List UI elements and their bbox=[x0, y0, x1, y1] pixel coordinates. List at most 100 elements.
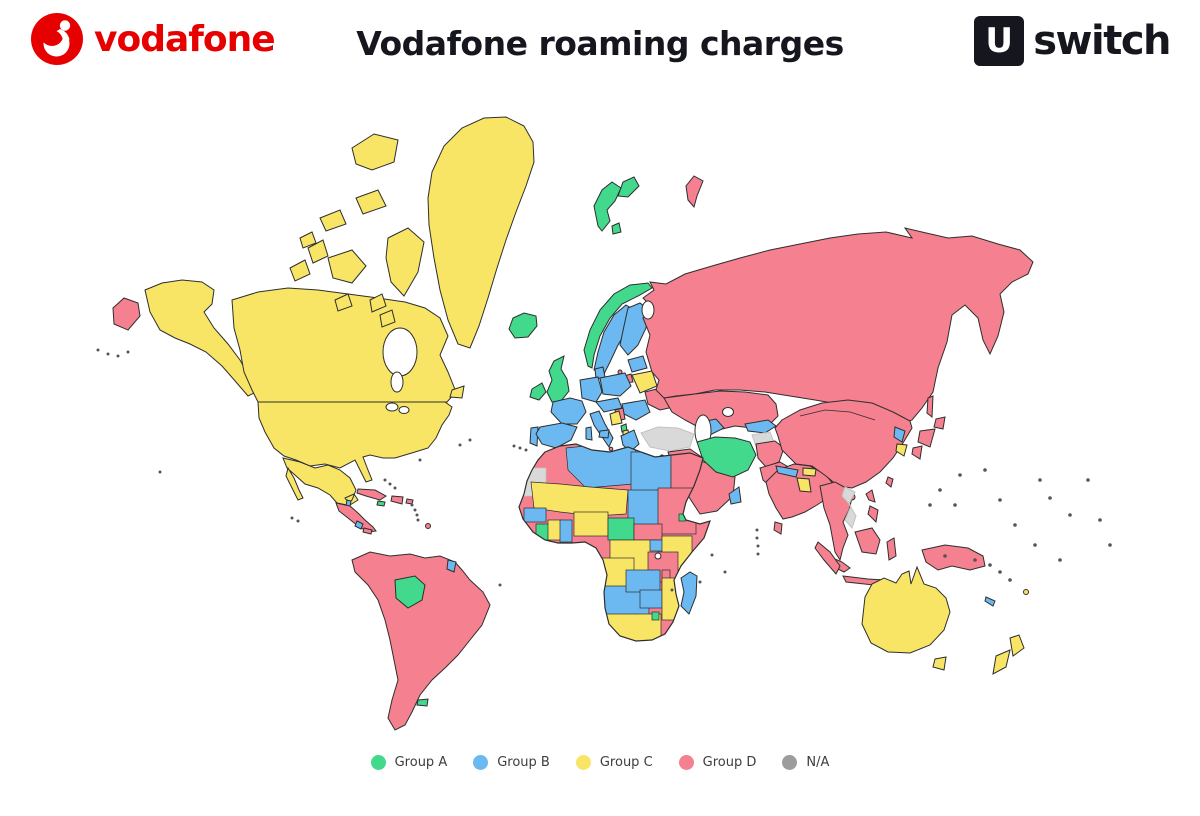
map-region-central-america bbox=[335, 502, 377, 533]
map-region-sardinia bbox=[585, 426, 593, 441]
map-region-sulawesi bbox=[886, 537, 897, 561]
map-region-nepal bbox=[775, 465, 799, 478]
map-region-ellesmere bbox=[351, 133, 399, 171]
map-region-panama bbox=[362, 527, 373, 535]
mongolia-border bbox=[799, 409, 876, 421]
legend-item-group-d: Group D bbox=[678, 755, 756, 770]
map-region-germany bbox=[579, 376, 603, 403]
legend-dot-group-a-icon bbox=[370, 755, 386, 770]
map-region-italy bbox=[589, 410, 614, 449]
legend-item-na: N/A bbox=[782, 755, 829, 770]
map-region-north-korea bbox=[893, 426, 906, 443]
map-region-japan bbox=[911, 416, 946, 460]
map-region-spain bbox=[535, 422, 578, 449]
map-region-car bbox=[633, 523, 663, 541]
map-region-bhutan bbox=[802, 467, 817, 477]
map-region-greenland bbox=[427, 116, 535, 349]
map-region-chukotka bbox=[112, 297, 141, 331]
legend-label-group-b: Group B bbox=[497, 755, 550, 770]
map-region-cameroon bbox=[607, 517, 635, 541]
map-region-cuba bbox=[356, 488, 387, 501]
map-region-zambia bbox=[625, 569, 661, 593]
map-region-uganda bbox=[649, 539, 664, 552]
map-region-puerto-rico bbox=[405, 498, 414, 505]
map-region-suriname bbox=[446, 559, 457, 573]
legend-label-group-a: Group A bbox=[394, 755, 448, 770]
legend-item-group-c: Group C bbox=[575, 755, 653, 770]
map-region-china bbox=[774, 399, 913, 489]
africa-patchwork bbox=[519, 444, 710, 641]
map-region-malta bbox=[608, 446, 614, 452]
map-region-banks-island bbox=[307, 239, 329, 264]
map-region-france bbox=[550, 397, 587, 425]
map-region-novaya-zemlya bbox=[685, 175, 704, 209]
map-region-arctic-island bbox=[369, 293, 387, 313]
map-region-south-america bbox=[351, 551, 491, 731]
map-region-oman bbox=[728, 486, 742, 505]
legend-dot-group-c-icon bbox=[575, 755, 591, 770]
map-region-australia bbox=[861, 565, 951, 654]
map-region-sakhalin bbox=[926, 395, 934, 419]
map-region-sicily bbox=[598, 429, 610, 439]
map-region-mozambique bbox=[661, 577, 683, 621]
map-region-madagascar bbox=[680, 571, 698, 615]
map-legend: Group A Group B Group C Group D N/A bbox=[0, 755, 1200, 770]
map-region-arctic-island bbox=[334, 293, 353, 312]
map-region-ivory-coast bbox=[547, 519, 562, 541]
map-region-bolivia bbox=[394, 575, 426, 609]
map-region-falklands bbox=[416, 698, 429, 707]
legend-label-na: N/A bbox=[806, 755, 830, 770]
map-region-nigeria bbox=[573, 511, 609, 537]
map-region-ghana bbox=[559, 519, 573, 543]
map-region-southampton bbox=[379, 309, 396, 328]
map-region-croatia bbox=[609, 410, 623, 426]
map-region-arctic-island bbox=[319, 209, 347, 232]
vodafone-wordmark: vodafone bbox=[94, 18, 276, 60]
map-regions bbox=[112, 116, 1034, 731]
map-region-greece bbox=[620, 429, 640, 453]
great-lake-1 bbox=[385, 402, 399, 412]
legend-item-group-b: Group B bbox=[473, 755, 550, 770]
legend-dot-group-b-icon bbox=[473, 755, 489, 770]
map-region-russia bbox=[642, 227, 1034, 425]
map-region-swaziland bbox=[651, 611, 660, 621]
map-region-tasmania bbox=[932, 656, 947, 671]
map-region-turkey bbox=[640, 426, 695, 452]
map-region-south-korea bbox=[895, 443, 908, 457]
map-region-png bbox=[921, 544, 986, 571]
header: vodafone Vodafone roaming charges U swit… bbox=[0, 0, 1200, 90]
map-region-arctic-island bbox=[289, 259, 311, 282]
map-region-new-caledonia bbox=[984, 596, 996, 607]
map-region-iceland bbox=[508, 312, 538, 339]
map-region-poland bbox=[599, 372, 632, 397]
small-islands bbox=[96, 348, 1112, 592]
map-region-baffin bbox=[385, 227, 425, 297]
map-region-guinea bbox=[523, 507, 547, 523]
map-region-usa bbox=[257, 401, 453, 483]
map-region-portugal bbox=[529, 426, 539, 447]
map-region-zimbabwe bbox=[639, 589, 663, 609]
map-region-arctic-island bbox=[299, 231, 317, 249]
map-region-trinidad bbox=[425, 523, 431, 529]
map-region-svalbard bbox=[593, 176, 640, 235]
map-region-arctic-island bbox=[355, 189, 387, 215]
map-region-costa-rica bbox=[354, 520, 364, 530]
great-lake-2 bbox=[398, 406, 410, 414]
map-region-taiwan bbox=[885, 476, 894, 488]
legend-item-group-a: Group A bbox=[370, 755, 448, 770]
page-title: Vodafone roaming charges bbox=[356, 24, 844, 63]
uswitch-logo-icon: U bbox=[974, 16, 1025, 66]
map-region-iran bbox=[696, 436, 757, 478]
lake-victoria bbox=[654, 552, 662, 560]
map-region-vietnam bbox=[841, 486, 857, 529]
hudson-bay bbox=[382, 327, 418, 377]
map-region-new-zealand bbox=[992, 634, 1025, 675]
map-region-romania-bulgaria bbox=[621, 399, 651, 421]
legend-dot-na-icon bbox=[782, 755, 798, 770]
map-region-kyrgyzstan bbox=[744, 419, 777, 434]
uswitch-logo: U switch bbox=[974, 16, 1171, 66]
white-sea bbox=[641, 300, 655, 320]
map-region-ireland bbox=[529, 382, 547, 401]
